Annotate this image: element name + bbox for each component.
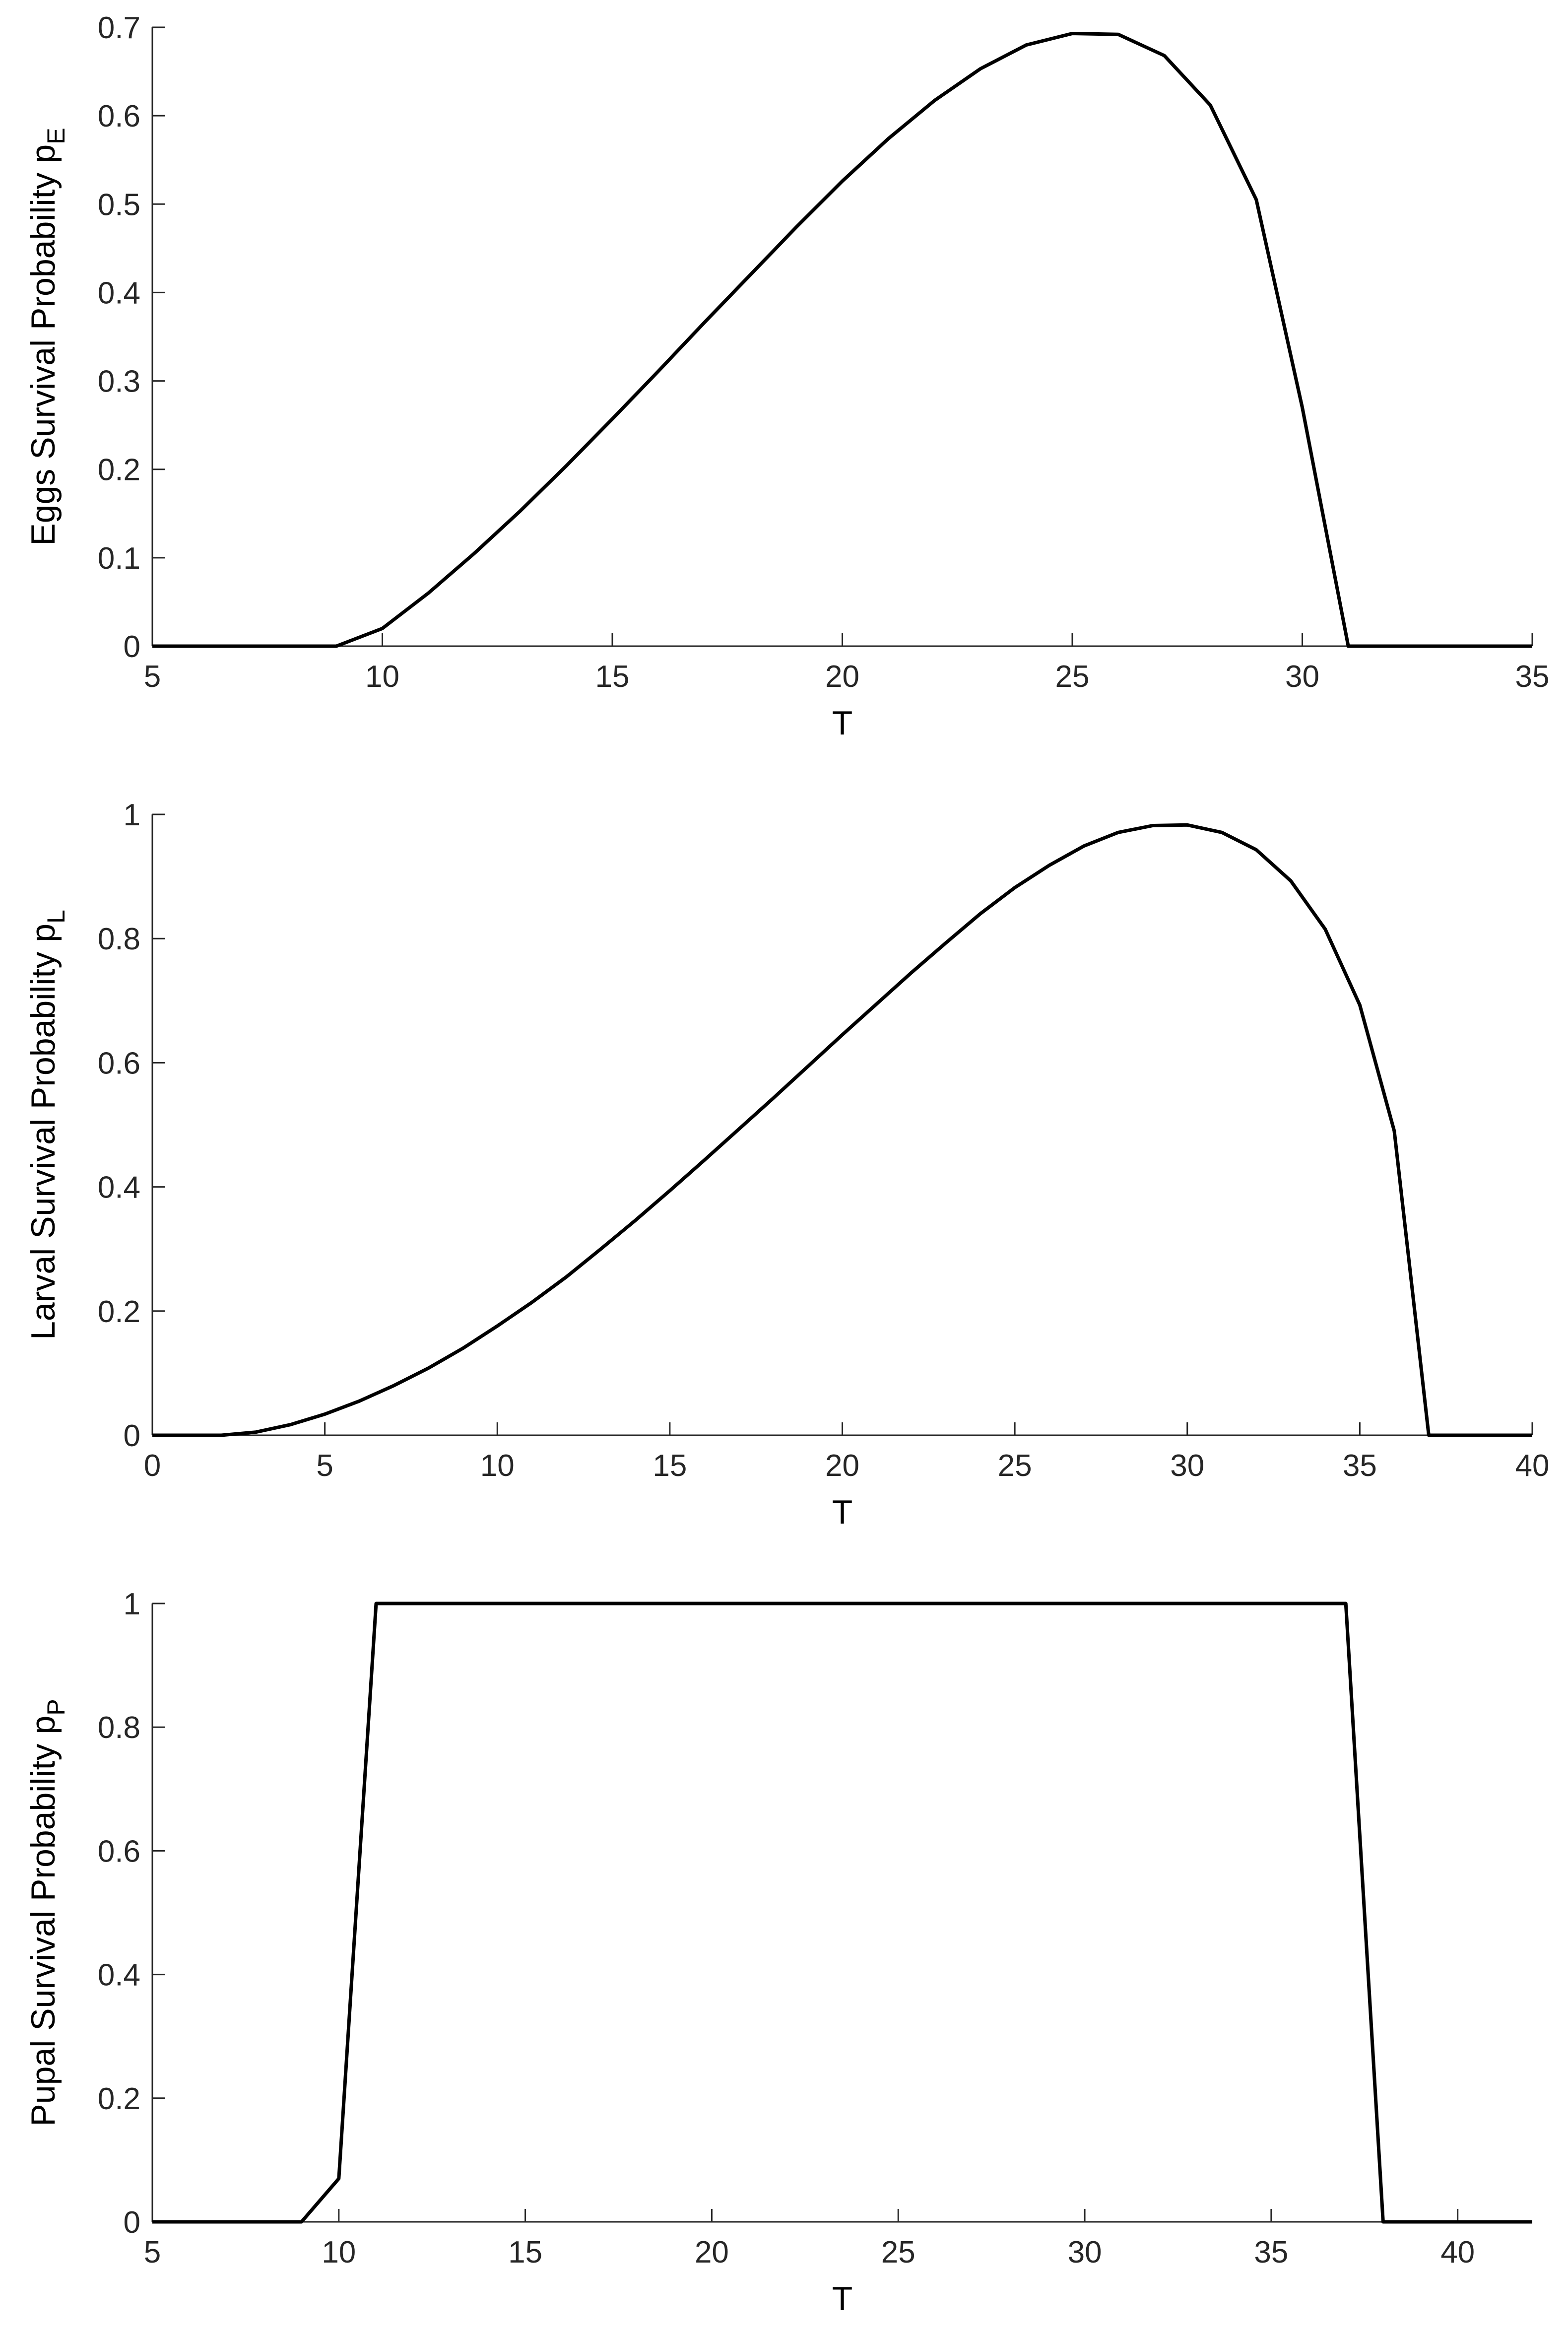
- x-tick-label: 20: [825, 1449, 859, 1483]
- x-tick-label: 10: [365, 660, 399, 694]
- y-tick-label: 1: [124, 798, 140, 832]
- y-axis-label-subscript: P: [42, 1699, 70, 1715]
- series-line: [152, 1602, 1532, 2224]
- y-tick-label: 0.2: [98, 1295, 140, 1329]
- x-tick-label: 20: [825, 660, 859, 694]
- y-tick-label: 0: [124, 630, 140, 664]
- x-tick-label: 30: [1285, 660, 1319, 694]
- y-tick-label: 0.8: [98, 1711, 140, 1745]
- x-tick-label: 5: [144, 660, 161, 694]
- series-line: [152, 823, 1532, 1437]
- y-tick-label: 0.4: [98, 276, 140, 310]
- y-tick-label: 1: [124, 1587, 140, 1621]
- x-tick-label: 5: [316, 1449, 333, 1483]
- x-axis-label: T: [832, 704, 853, 742]
- y-axis-label: Pupal Survival Probability pP: [24, 1699, 70, 2126]
- y-tick-label: 0.2: [98, 2082, 140, 2116]
- x-tick-label: 10: [480, 1449, 515, 1483]
- x-tick-label: 25: [998, 1449, 1032, 1483]
- x-tick-label: 5: [144, 2235, 161, 2269]
- y-axis-label-subscript: E: [42, 128, 70, 144]
- y-tick-label: 0.6: [98, 1834, 140, 1869]
- chart-panel-3: 5 10 15 20 25 30 35 40 0 0.2 0.4 0.6 0.8 1 T Pupal Surv…: [24, 1587, 1532, 2318]
- x-tick-label: 40: [1440, 2235, 1475, 2269]
- y-axis-label-text: Pupal Survival Probability p: [24, 1716, 62, 2127]
- x-tick-label: 10: [322, 2235, 356, 2269]
- x-tick-label: 30: [1170, 1449, 1204, 1483]
- y-tick-label: 0.5: [98, 188, 140, 222]
- y-tick-label: 0.4: [98, 1171, 140, 1205]
- x-tick-label: 0: [144, 1449, 161, 1483]
- y-tick-label: 0: [124, 1419, 140, 1453]
- y-tick-label: 0.6: [98, 1046, 140, 1080]
- y-tick-label: 0.3: [98, 365, 140, 399]
- x-tick-label: 35: [1515, 660, 1550, 694]
- series-line: [152, 32, 1532, 648]
- y-tick-label: 0.8: [98, 922, 140, 956]
- x-tick-label: 25: [881, 2235, 915, 2269]
- y-axis-label: Larval Survival Probability pL: [24, 910, 70, 1340]
- x-tick-label: 40: [1515, 1449, 1550, 1483]
- x-tick-label: 30: [1068, 2235, 1102, 2269]
- x-tick-label: 15: [595, 660, 630, 694]
- x-axis-label: T: [832, 1493, 853, 1531]
- y-axis-label-text: Eggs Survival Probability p: [24, 144, 62, 546]
- y-tick-label: 0.6: [98, 99, 140, 133]
- y-tick-label: 0.7: [98, 11, 140, 45]
- x-tick-label: 35: [1343, 1449, 1377, 1483]
- x-tick-label: 35: [1254, 2235, 1288, 2269]
- x-tick-label: 25: [1055, 660, 1090, 694]
- y-tick-label: 0: [124, 2205, 140, 2240]
- y-axis-label: Eggs Survival Probability pE: [24, 128, 70, 545]
- chart-panel-2: 0 5 10 15 20 25 30 35 40 0 0.2 0.4 0.6 0.8 1 T Larval Su…: [24, 798, 1549, 1531]
- y-tick-label: 0.2: [98, 453, 140, 487]
- x-tick-label: 20: [695, 2235, 729, 2269]
- chart-panel-1: 5 10 15 20 25 30 35 0 0.1 0.2 0.3 0.4 0.5 0.6 0.7 T Eggs…: [24, 11, 1549, 742]
- y-tick-label: 0.1: [98, 541, 140, 576]
- y-axis-label-subscript: L: [42, 910, 70, 924]
- x-tick-label: 15: [653, 1449, 687, 1483]
- y-tick-label: 0.4: [98, 1958, 140, 1993]
- y-axis-label-text: Larval Survival Probability p: [24, 924, 62, 1340]
- x-axis-label: T: [832, 2280, 853, 2318]
- x-tick-label: 15: [508, 2235, 542, 2269]
